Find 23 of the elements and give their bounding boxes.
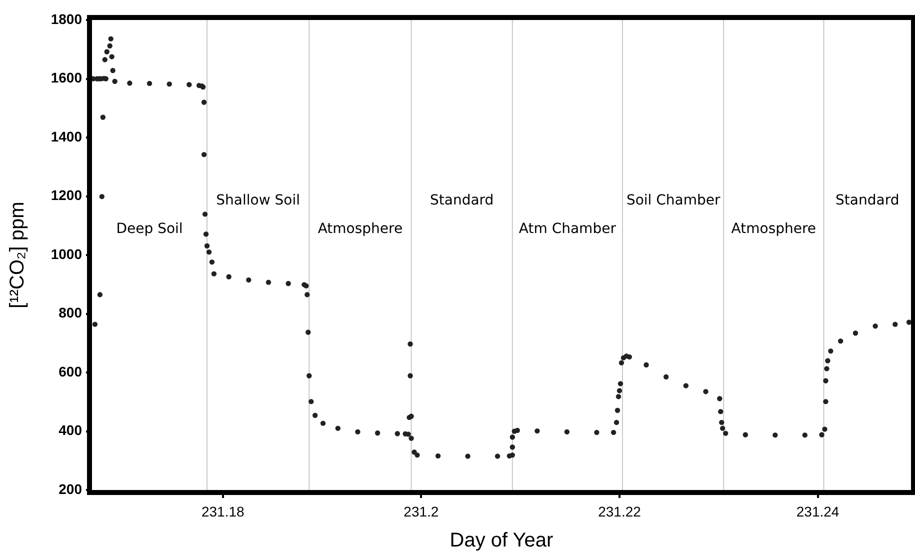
annotation: Standard xyxy=(430,192,494,209)
annotation: Atmosphere xyxy=(731,220,816,237)
annotation: Atm Chamber xyxy=(518,220,616,237)
annotation: Atmosphere xyxy=(318,220,403,237)
y-axis-title: [¹²CO₂] ppm xyxy=(6,202,29,308)
x-tick-label: 231.24 xyxy=(796,503,840,520)
y-tick-label: 400 xyxy=(58,422,82,438)
annotation: Deep Soil xyxy=(116,220,183,237)
annotation: Shallow Soil xyxy=(216,192,300,209)
y-tick-label: 1800 xyxy=(50,10,82,27)
x-tick-label: 231.22 xyxy=(598,503,642,520)
y-tick-label: 1200 xyxy=(50,187,82,204)
x-tick-label: 231.2 xyxy=(404,503,439,520)
y-tick-label: 1000 xyxy=(50,246,82,262)
y-tick-label: 1600 xyxy=(50,70,82,86)
y-tick-label: 800 xyxy=(58,304,82,321)
y-tick-label: 600 xyxy=(58,363,82,380)
y-tick-label: 1400 xyxy=(50,128,82,144)
annotation: Soil Chamber xyxy=(626,192,721,209)
x-tick-label: 231.18 xyxy=(201,503,244,520)
y-tick-label: 200 xyxy=(58,480,82,497)
annotation: Standard xyxy=(836,192,900,209)
x-axis-title: Day of Year xyxy=(450,530,554,552)
